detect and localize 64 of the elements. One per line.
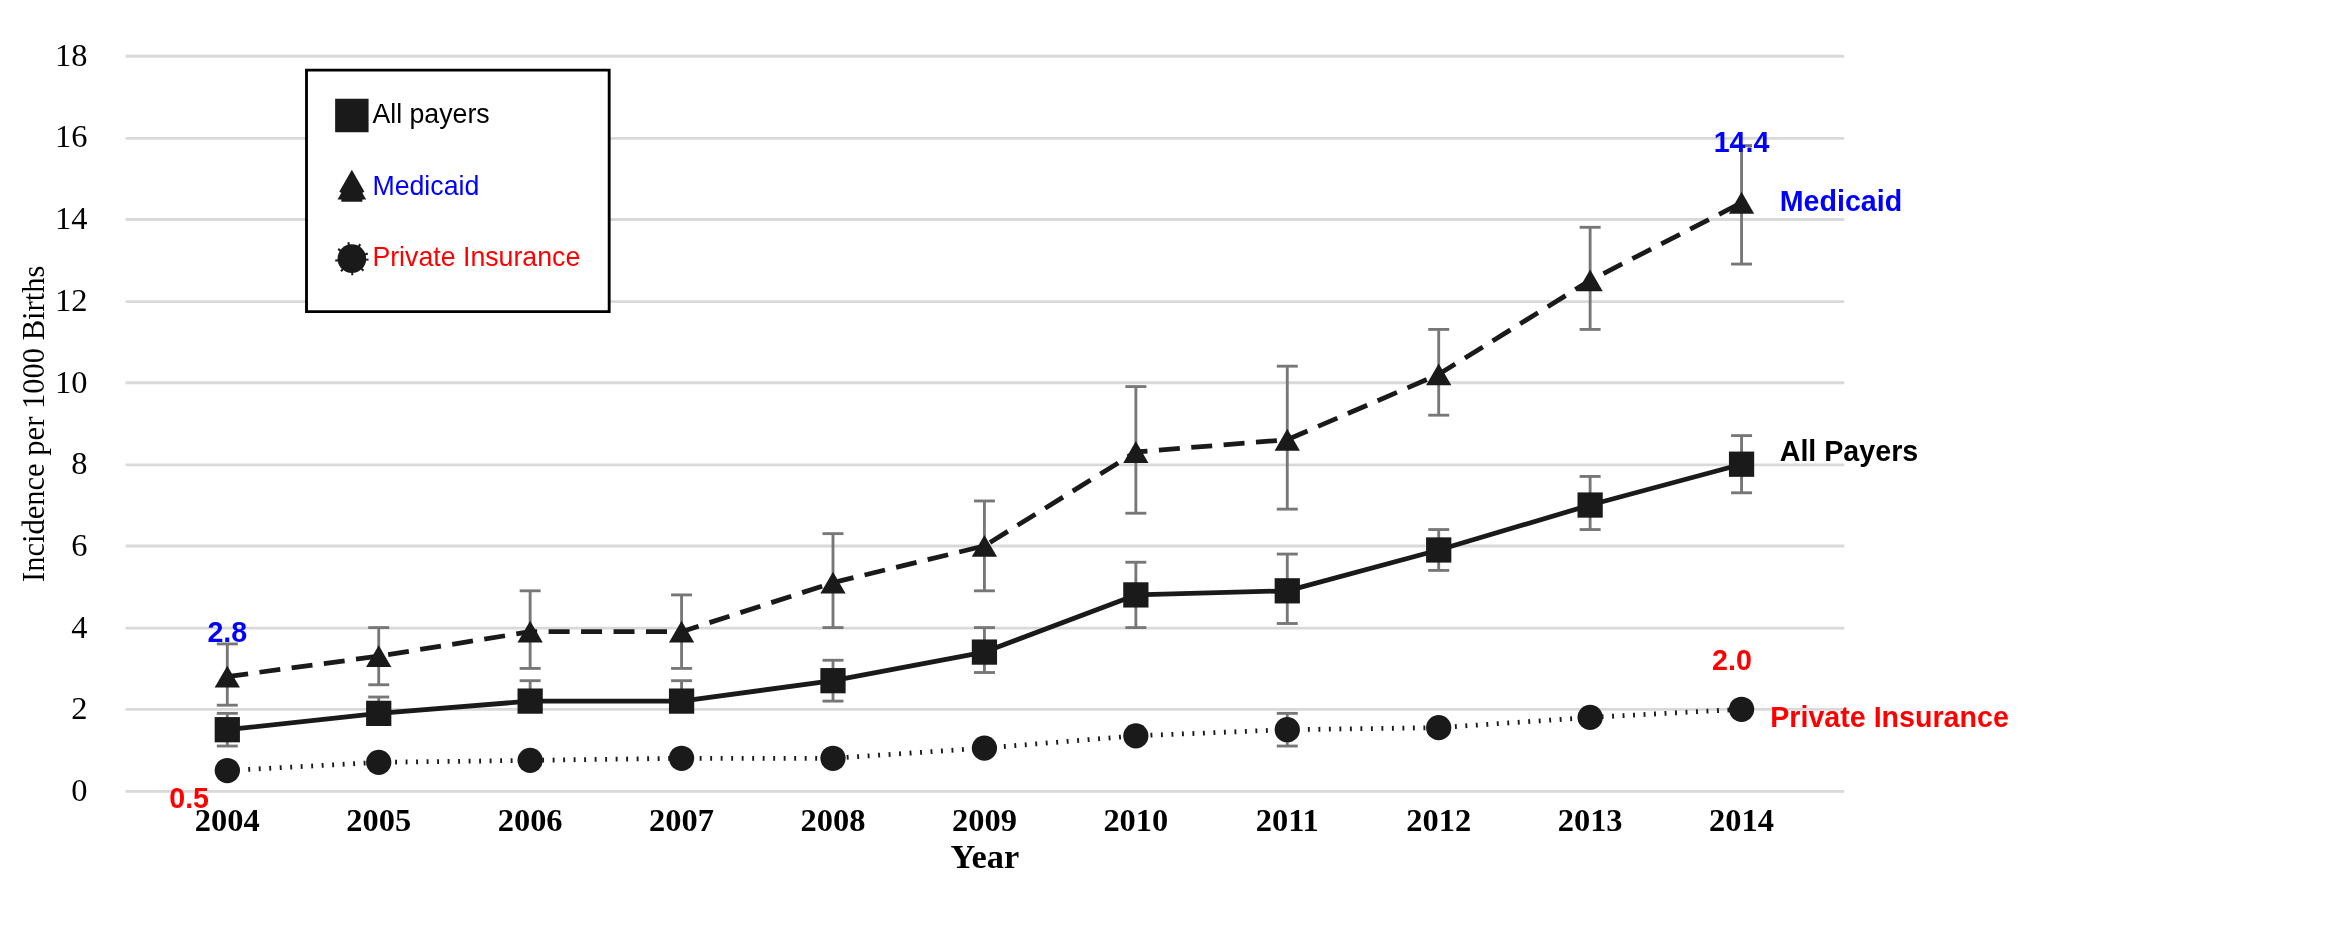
legend-label: Private Insurance	[372, 242, 581, 273]
y-axis-title: Incidence per 1000 Births	[17, 265, 52, 583]
point	[1426, 537, 1452, 563]
y-tick-label: 16	[54, 118, 88, 155]
point	[214, 757, 240, 784]
point	[971, 639, 998, 665]
legend-label: All payers	[372, 99, 490, 130]
point	[1728, 191, 1755, 214]
point	[517, 620, 543, 643]
point	[1274, 428, 1300, 451]
annotation: 14.4	[1713, 126, 1770, 159]
point	[214, 717, 240, 743]
point	[820, 745, 846, 771]
x-tick-label: 2014	[1709, 801, 1775, 838]
point	[366, 749, 392, 775]
point	[1274, 578, 1300, 604]
x-tick-label: 2012	[1406, 801, 1472, 838]
point	[820, 668, 846, 694]
x-tick-label: 2011	[1255, 801, 1319, 838]
point	[1577, 269, 1603, 292]
point	[1123, 723, 1149, 749]
point	[1274, 717, 1300, 743]
x-tick-label: 2013	[1557, 801, 1623, 838]
x-tick-label: 2005	[346, 801, 412, 838]
point	[1426, 363, 1452, 386]
point	[1426, 715, 1452, 741]
point	[1123, 441, 1149, 463]
x-tick-label: 2009	[951, 801, 1017, 838]
y-tick-label: 4	[71, 608, 88, 645]
point	[971, 735, 998, 761]
legend-label: Medicaid	[372, 170, 480, 201]
point	[214, 665, 240, 688]
point	[366, 645, 392, 668]
y-tick-label: 8	[71, 445, 88, 482]
y-tick-label: 0	[71, 771, 88, 808]
x-tick-label: 2010	[1103, 801, 1169, 838]
annotation: Private Insurance	[1770, 701, 2009, 734]
point	[1728, 451, 1755, 477]
y-tick-label: 2	[71, 690, 88, 727]
y-tick-label: 10	[54, 363, 88, 400]
x-tick-label: 2007	[649, 801, 715, 838]
point	[366, 700, 392, 726]
point	[1728, 696, 1755, 722]
x-axis-title: Year	[950, 836, 1020, 875]
point	[1577, 704, 1603, 731]
y-tick-label: 12	[54, 281, 88, 318]
y-tick-label: 14	[54, 200, 88, 237]
point	[971, 534, 998, 557]
y-tick-label: 18	[54, 36, 88, 73]
point	[517, 747, 543, 773]
annotation: Medicaid	[1779, 185, 1903, 218]
y-tick-label: 6	[71, 526, 88, 563]
x-tick-label: 2006	[497, 801, 563, 838]
annotation: 2.0	[1712, 644, 1752, 677]
point	[820, 571, 846, 594]
annotation: 2.8	[207, 616, 248, 649]
point	[1577, 492, 1603, 518]
point	[668, 688, 695, 714]
point	[668, 745, 695, 771]
point	[1123, 582, 1149, 608]
point	[517, 688, 543, 714]
annotation: All Payers	[1779, 435, 1919, 468]
x-tick-label: 2008	[800, 801, 866, 838]
point	[668, 620, 695, 643]
